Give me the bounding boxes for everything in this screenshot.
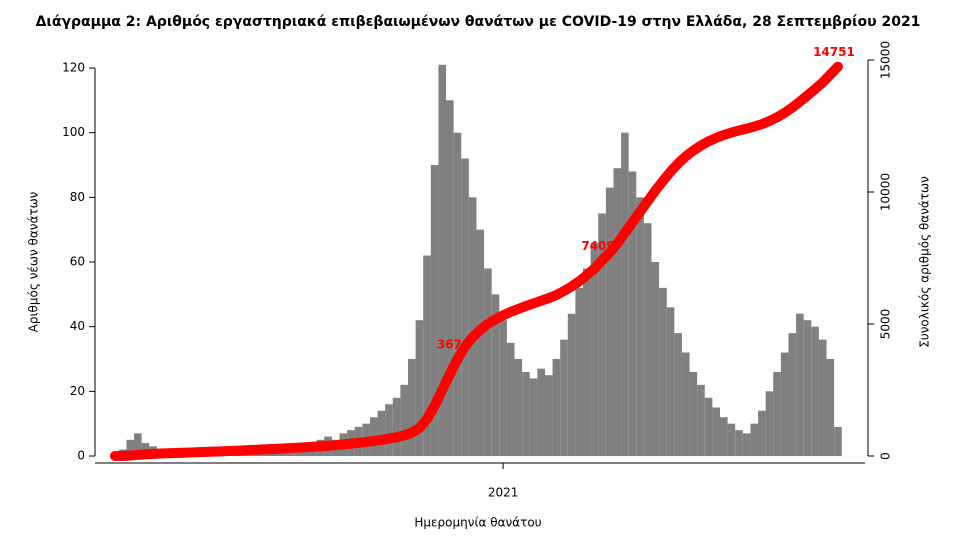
bar — [583, 268, 591, 456]
bar — [613, 168, 622, 456]
bar — [818, 339, 827, 456]
bar — [659, 287, 667, 456]
bar — [567, 313, 576, 456]
bar — [727, 423, 736, 456]
bar — [293, 449, 302, 456]
bar — [438, 64, 447, 457]
bar — [674, 333, 682, 456]
bar — [811, 326, 819, 456]
bar — [476, 229, 485, 456]
bar — [522, 371, 530, 456]
cumulative-label: 14751 — [813, 45, 855, 59]
bar — [575, 287, 584, 456]
y2-axis-label: Συνολικός αριθμός θανάτων — [918, 176, 932, 348]
bar — [636, 197, 644, 457]
bar — [712, 407, 720, 456]
y2-tick-label: 0 — [879, 452, 893, 460]
bar — [461, 158, 469, 457]
bar — [423, 255, 431, 456]
bar — [415, 320, 424, 456]
bar — [704, 397, 713, 456]
bar — [537, 368, 545, 456]
bar — [803, 320, 812, 456]
bar — [446, 100, 454, 456]
bar — [590, 242, 599, 456]
bar — [742, 433, 751, 456]
bar — [126, 439, 135, 456]
bar — [735, 430, 743, 456]
bar — [719, 417, 728, 456]
bar — [643, 223, 652, 456]
bar — [697, 384, 705, 456]
bar — [453, 132, 462, 456]
bar — [758, 410, 766, 456]
y-tick-label: 0 — [77, 449, 85, 463]
bar — [400, 384, 408, 456]
bar — [514, 359, 523, 456]
y2-tick-label: 10000 — [879, 173, 893, 211]
bar — [491, 294, 500, 456]
bar — [407, 359, 416, 456]
y-axis-label: Αριθμός νέων θανάτων — [27, 191, 41, 332]
bar — [681, 352, 690, 456]
bar — [134, 433, 142, 456]
bar — [834, 426, 842, 456]
y-tick-label: 60 — [70, 255, 85, 269]
y2-tick-label: 5000 — [879, 309, 893, 340]
bar — [552, 359, 561, 456]
bar — [544, 375, 553, 456]
cumulative-line — [110, 61, 843, 461]
bar — [560, 339, 568, 456]
bar — [484, 268, 492, 456]
y-tick-label: 40 — [70, 319, 85, 333]
bar — [651, 262, 660, 456]
bar — [605, 187, 614, 456]
bar — [788, 333, 797, 456]
bar — [826, 359, 835, 456]
cumulative-label: 7409 — [581, 239, 614, 253]
bar — [377, 410, 386, 456]
x-tick-label: 2021 — [488, 486, 519, 500]
bar — [385, 404, 393, 456]
chart-title: Διάγραμμα 2: Αριθμός εργαστηριακά επιβεβ… — [36, 14, 921, 30]
bar — [666, 307, 675, 456]
cumulative-label: 3670 — [437, 338, 470, 352]
bar — [598, 213, 606, 456]
x-axis-label: Ημερομηνία θανάτου — [414, 516, 541, 530]
bar — [499, 320, 507, 456]
bar — [780, 352, 789, 456]
bar — [506, 342, 515, 456]
bar — [430, 165, 439, 456]
bar — [621, 132, 629, 456]
bar — [468, 197, 477, 457]
bar — [529, 378, 538, 456]
bar — [628, 171, 637, 456]
bar — [773, 371, 781, 456]
y-tick-label: 100 — [62, 125, 85, 139]
bar — [750, 423, 759, 456]
y-tick-label: 80 — [70, 190, 85, 204]
bar — [796, 313, 804, 456]
y2-tick-label: 15000 — [879, 41, 893, 79]
y-tick-label: 120 — [62, 61, 85, 75]
bar — [392, 397, 401, 456]
y-tick-label: 20 — [70, 384, 85, 398]
bar — [689, 371, 698, 456]
bar — [765, 391, 774, 456]
